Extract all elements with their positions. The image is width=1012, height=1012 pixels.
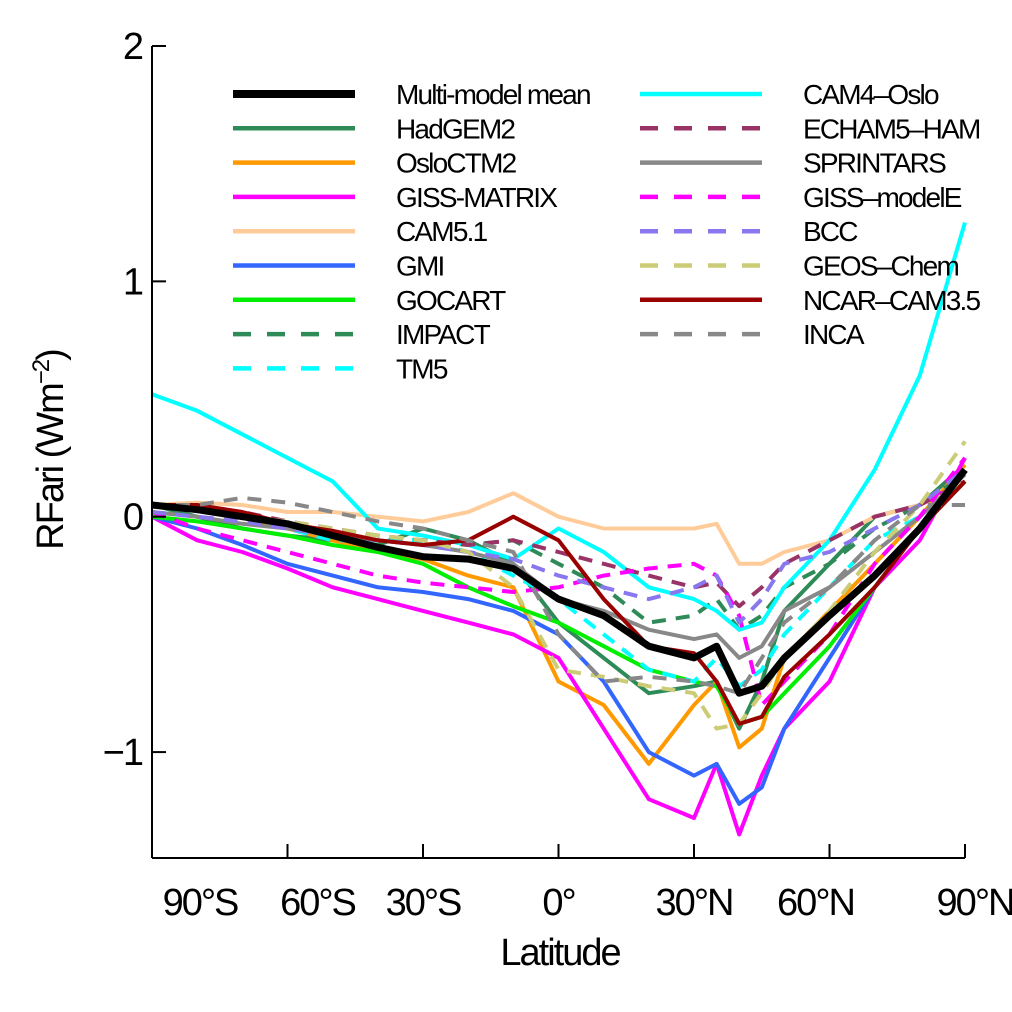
x-tick-label: 30°S [386,882,461,924]
legend-label-echam5-ham: ECHAM5–HAM [803,113,980,144]
legend-label-sprintars: SPRINTARS [803,148,946,179]
y-tick-label: 1 [123,261,143,303]
legend-label-bcc: BCC [803,216,858,247]
x-tick-label: 0° [542,882,574,924]
x-tick-label: 60°N [777,882,854,924]
y-tick-label: 2 [123,26,143,68]
legend-label-osloctm2: OsloCTM2 [396,148,517,179]
legend-label-hadgem2: HadGEM2 [396,113,515,144]
legend-label-ncar-cam3-5: NCAR–CAM3.5 [803,285,980,316]
x-tick-label: 60°S [280,882,355,924]
y-tick-label: 0 [123,497,143,539]
y-tick-label: −1 [103,732,143,774]
axes: −1 0 1 2 90°S 60°S 30°S 0° 30°N 60°N 90°N [103,26,1012,924]
series-line-multi-model-mean [151,467,968,697]
legend-label-cam4-oslo: CAM4–Oslo [803,79,939,110]
x-tick-label: 90°N [937,882,1012,924]
y-axis-title-close: ) [30,350,72,361]
x-tick-label: 30°N [656,882,733,924]
legend-label-gocart: GOCART [396,285,506,316]
legend-label-impact: IMPACT [396,319,491,350]
y-axis-title: RFari (Wm−2) [28,350,72,550]
series-line-giss-matrix [151,456,967,837]
series-line-gocart [151,480,967,726]
series-line-cam5-1 [151,479,966,566]
legend-label-giss-modele: GISS–modelE [803,182,962,213]
series-line-cam4-oslo [151,221,967,632]
x-axis-title: Latitude [500,932,620,974]
series-line-geos-chem [151,440,967,731]
y-axis-title-main: RFari (Wm [30,384,72,550]
y-axis-title-exponent: −2 [28,359,55,384]
legend-label-geos-chem: GEOS–Chem [803,251,958,282]
legend-label-multi-model-mean: Multi-model mean [396,79,590,110]
legend-label-gmi: GMI [396,251,444,282]
legend-label-tm5: TM5 [396,353,448,384]
series-line-inca [152,495,965,696]
x-tick-label: 90°S [163,882,238,924]
plot-lines [151,221,968,837]
legend-label-cam5-1: CAM5.1 [396,216,488,247]
legend-label-inca: INCA [803,319,865,350]
legend-label-giss-matrix: GISS-MATRIX [396,182,558,213]
series-line-gmi [151,480,967,806]
